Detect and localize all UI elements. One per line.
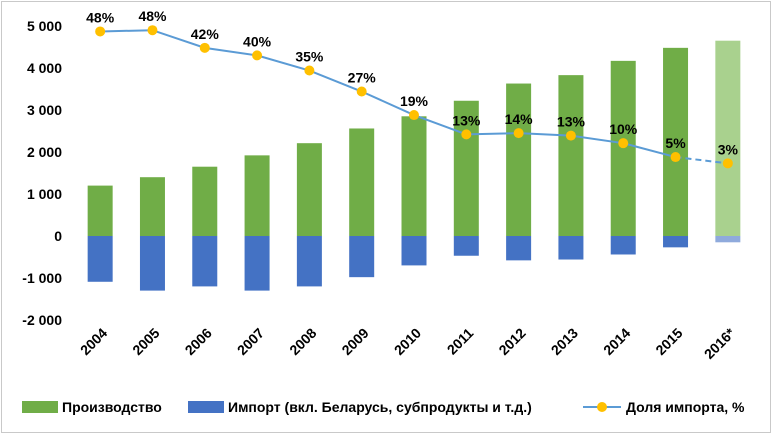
production-bar bbox=[244, 155, 270, 236]
import-bar bbox=[715, 236, 741, 243]
y-tick-label: -1 000 bbox=[22, 270, 62, 286]
import-share-label: 35% bbox=[295, 49, 324, 65]
x-tick-label: 2011 bbox=[444, 325, 477, 358]
import-share-label: 48% bbox=[138, 8, 167, 24]
x-tick-label: 2016* bbox=[701, 324, 739, 362]
import-bar bbox=[139, 236, 165, 291]
y-tick-label: 3 000 bbox=[27, 102, 62, 118]
import-bar bbox=[610, 236, 636, 255]
production-bar bbox=[87, 185, 113, 236]
x-tick-label: 2014 bbox=[600, 325, 633, 358]
import-bar bbox=[663, 236, 689, 248]
production-bar bbox=[296, 143, 322, 236]
import-share-label: 42% bbox=[191, 26, 220, 42]
production-bar bbox=[715, 40, 741, 237]
import-share-forecast-line bbox=[675, 156, 728, 165]
y-tick-label: 1 000 bbox=[27, 186, 62, 202]
x-tick-label: 2013 bbox=[548, 325, 581, 358]
import-share-marker bbox=[95, 26, 106, 37]
production-bar bbox=[506, 83, 532, 236]
y-tick-label: 0 bbox=[54, 228, 62, 244]
import-share-label: 10% bbox=[609, 121, 638, 137]
import-share-line bbox=[100, 29, 676, 159]
legend-label-share: Доля импорта, % bbox=[626, 399, 745, 415]
production-bar bbox=[349, 128, 375, 236]
production-bar bbox=[663, 47, 689, 237]
production-bar bbox=[610, 60, 636, 236]
legend-swatch-import bbox=[188, 401, 224, 413]
x-tick-label: 2012 bbox=[495, 325, 528, 358]
import-share-marker bbox=[199, 42, 210, 53]
import-share-marker bbox=[565, 130, 576, 141]
import-bar bbox=[401, 236, 427, 266]
import-share-marker bbox=[409, 110, 419, 121]
x-tick-label: 2009 bbox=[338, 325, 371, 358]
import-share-marker bbox=[252, 50, 263, 61]
import-bar bbox=[506, 236, 532, 261]
import-share-label: 27% bbox=[348, 70, 377, 86]
import-share-label: 3% bbox=[718, 141, 739, 157]
import-share-marker bbox=[461, 129, 472, 140]
import-share-label: 13% bbox=[557, 114, 586, 130]
import-share-marker bbox=[147, 25, 158, 36]
y-tick-label: 2 000 bbox=[27, 144, 62, 160]
x-tick-label: 2004 bbox=[77, 325, 110, 358]
import-share-marker bbox=[356, 86, 367, 97]
y-tick-label: 5 000 bbox=[27, 18, 62, 34]
production-bar bbox=[139, 177, 165, 236]
import-bar bbox=[87, 236, 113, 282]
import-bar bbox=[453, 236, 479, 256]
import-bar bbox=[244, 236, 270, 291]
import-share-label: 48% bbox=[86, 9, 115, 25]
production-bar bbox=[453, 100, 479, 236]
legend-label-import: Импорт (вкл. Беларусь, субпродукты и т.д… bbox=[228, 399, 532, 415]
import-share-marker bbox=[513, 128, 524, 139]
import-share-marker bbox=[670, 152, 681, 163]
import-bar bbox=[349, 236, 375, 278]
y-tick-label: 4 000 bbox=[27, 60, 62, 76]
x-tick-label: 2005 bbox=[129, 325, 162, 358]
import-bar bbox=[558, 236, 584, 260]
legend-label-production: Производство bbox=[62, 399, 162, 415]
legend-swatch-production bbox=[22, 401, 58, 413]
import-share-label: 13% bbox=[452, 112, 481, 128]
import-share-marker bbox=[618, 138, 629, 149]
legend-swatch-share-marker bbox=[597, 402, 607, 412]
import-share-marker bbox=[722, 158, 733, 169]
x-tick-label: 2007 bbox=[234, 325, 267, 358]
production-bar bbox=[558, 75, 584, 236]
import-bar bbox=[296, 236, 322, 287]
import-share-label: 14% bbox=[505, 111, 534, 127]
x-tick-label: 2015 bbox=[652, 325, 685, 358]
import-share-label: 40% bbox=[243, 33, 272, 49]
y-tick-label: -2 000 bbox=[22, 312, 62, 328]
production-bar bbox=[192, 166, 218, 236]
x-tick-label: 2010 bbox=[391, 325, 424, 358]
import-share-marker bbox=[304, 65, 315, 76]
import-share-label: 19% bbox=[400, 93, 429, 109]
x-tick-label: 2006 bbox=[182, 325, 215, 358]
x-tick-label: 2008 bbox=[286, 325, 319, 358]
import-share-label: 5% bbox=[665, 135, 686, 151]
production-bar bbox=[401, 116, 427, 236]
import-bar bbox=[192, 236, 218, 287]
